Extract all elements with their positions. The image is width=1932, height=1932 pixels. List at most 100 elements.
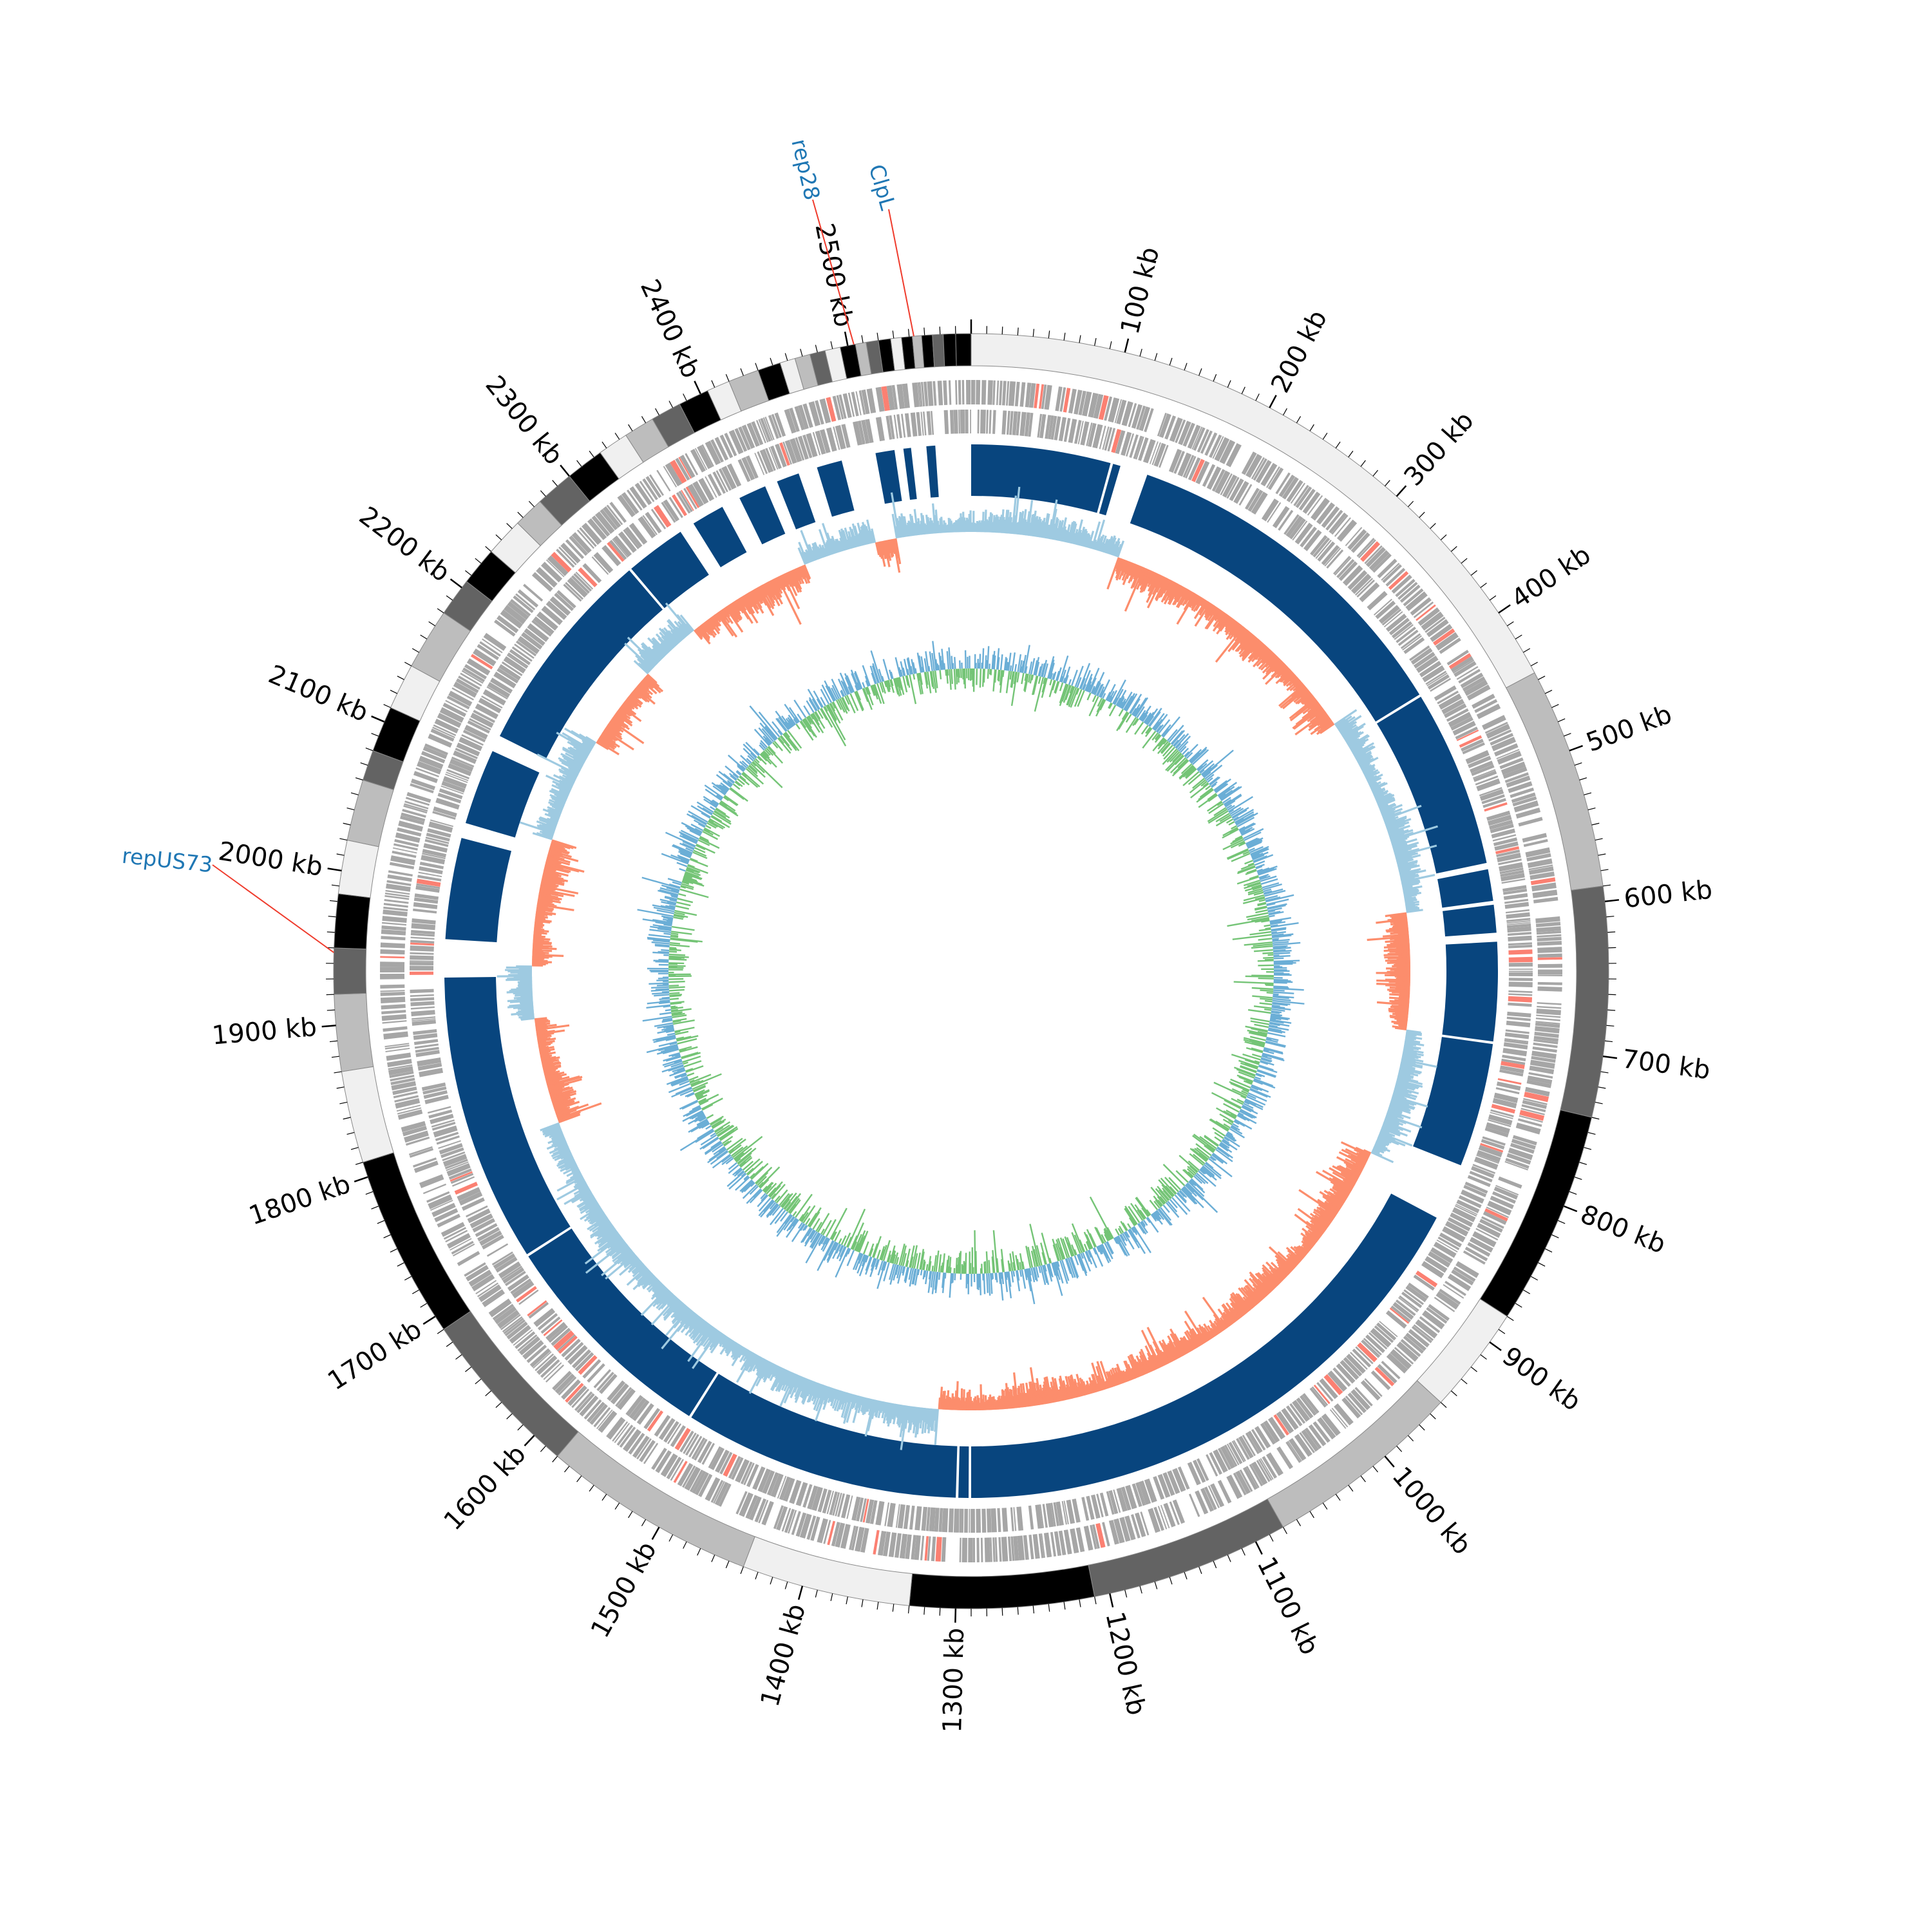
gc-skew-negative-bar [1301, 1240, 1312, 1250]
gc-skew-positive-bar [1405, 900, 1419, 905]
gene-feature [414, 1043, 439, 1049]
gc-skew-negative-bar [792, 569, 800, 582]
gene-feature [708, 1446, 721, 1468]
gc-skew-positive-bar [670, 629, 682, 643]
gc-skew-negative-bar [1041, 1387, 1047, 1405]
gene-feature [500, 1314, 521, 1331]
gc-skew-negative-bar [981, 1399, 984, 1410]
gc-skew-negative-bar [997, 1397, 1000, 1410]
gc-content-high-bar [1170, 730, 1184, 744]
gc-content-high-bar [1056, 667, 1062, 681]
gc-skew-negative-bar [1394, 1018, 1408, 1021]
gene-feature [1495, 1087, 1520, 1095]
gc-skew-positive-bar [1057, 520, 1065, 542]
gc-skew-positive-bar [916, 1407, 922, 1435]
gc-skew-positive-bar [558, 779, 573, 788]
gene-feature [1301, 1429, 1320, 1452]
gene-feature [1398, 1296, 1418, 1312]
gene-feature [757, 1468, 772, 1493]
gc-skew-positive-bar [1081, 531, 1088, 547]
gene-feature [1116, 399, 1127, 424]
minor-tick [346, 807, 355, 811]
gc-skew-negative-bar [553, 1100, 575, 1109]
gene-feature [761, 1501, 774, 1526]
gene-feature [1242, 1434, 1256, 1457]
minor-tick [1048, 330, 1050, 339]
gc-skew-negative-bar [1207, 1331, 1213, 1340]
gc-skew-positive-bar [571, 1190, 592, 1204]
gc-skew-negative-bar [1036, 1378, 1043, 1405]
gc-skew-negative-bar [625, 699, 635, 708]
gc-skew-negative-bar [1273, 661, 1284, 672]
gene-feature [1421, 1261, 1444, 1278]
gene-feature [451, 1176, 475, 1187]
gene-feature [724, 433, 737, 457]
gene-feature [683, 1432, 697, 1454]
gene-feature [1041, 384, 1047, 410]
gene-feature [851, 1526, 859, 1551]
gc-skew-positive-bar [939, 518, 943, 533]
gc-content-track [637, 641, 1305, 1305]
gene-feature [1267, 502, 1282, 523]
gc-content-low-bar [1208, 803, 1224, 814]
scale-label: 100 kb [1115, 244, 1166, 337]
gc-skew-positive-bar [1387, 821, 1410, 831]
gc-content-high-bar [1234, 811, 1255, 824]
gene-feature [467, 720, 490, 734]
gc-skew-positive-bar [1362, 765, 1375, 773]
gc-skew-positive-bar [1063, 530, 1068, 542]
gene-feature [1537, 936, 1562, 942]
gene-feature [1334, 1367, 1351, 1386]
gc-skew-negative-bar [1050, 1388, 1055, 1403]
gene-feature [1370, 1370, 1391, 1390]
gc-content-high-bar [996, 648, 1000, 670]
gc-skew-negative-bar [1009, 1388, 1013, 1409]
gc-content-low-bar [1182, 766, 1195, 778]
minor-tick [1551, 1234, 1559, 1238]
gene-feature [817, 1488, 828, 1513]
gc-skew-positive-bar [1399, 1065, 1416, 1071]
gc-skew-positive-bar [1356, 753, 1371, 763]
gene-feature [410, 960, 434, 962]
gc-skew-positive-bar [652, 644, 666, 658]
gc-skew-positive-bar [886, 1403, 891, 1421]
gc-skew-negative-bar [987, 1399, 990, 1410]
gene-feature [911, 1535, 916, 1560]
gc-skew-positive-bar [1404, 1041, 1425, 1046]
gc-skew-positive-bar [857, 522, 865, 546]
gene-feature [1265, 1452, 1283, 1476]
gc-skew-negative-bar [1154, 574, 1162, 589]
gc-skew-negative-bar [1382, 933, 1409, 938]
minor-tick [1544, 690, 1553, 694]
gc-skew-negative-bar [1240, 633, 1254, 649]
gc-skew-negative-bar [1397, 932, 1409, 935]
gene-feature [1095, 1522, 1106, 1548]
gc-skew-negative-bar [1139, 1351, 1150, 1374]
gc-skew-negative-bar [533, 936, 544, 940]
gc-skew-negative-bar [1390, 922, 1408, 926]
gc-skew-positive-bar [542, 1124, 561, 1133]
gc-skew-negative-bar [1029, 1381, 1036, 1406]
gene-feature [413, 1033, 438, 1040]
gc-skew-negative-bar [1383, 953, 1410, 956]
gc-content-low-bar [1254, 1023, 1269, 1028]
gene-feature [1042, 1504, 1048, 1528]
gc-skew-negative-bar [1146, 1359, 1153, 1372]
gc-skew-negative-bar [1274, 662, 1285, 673]
gc-skew-negative-bar [775, 576, 784, 591]
gene-feature [1219, 439, 1236, 464]
gc-skew-positive-bar [1392, 1092, 1416, 1101]
gc-skew-positive-bar [1397, 1072, 1414, 1078]
gc-skew-positive-bar [569, 768, 580, 775]
gene-feature [634, 482, 652, 506]
gc-skew-negative-bar [1019, 1383, 1025, 1408]
gene-feature [1537, 963, 1562, 968]
gc-skew-positive-bar [800, 529, 814, 562]
gene-feature [501, 1265, 522, 1281]
gc-skew-positive-bar [814, 1386, 829, 1422]
gc-content-high-bar [1190, 748, 1208, 764]
gc-skew-negative-bar [1388, 1009, 1409, 1013]
gc-skew-negative-bar [636, 686, 650, 699]
gene-feature [877, 1530, 887, 1556]
gene-feature [459, 737, 483, 752]
